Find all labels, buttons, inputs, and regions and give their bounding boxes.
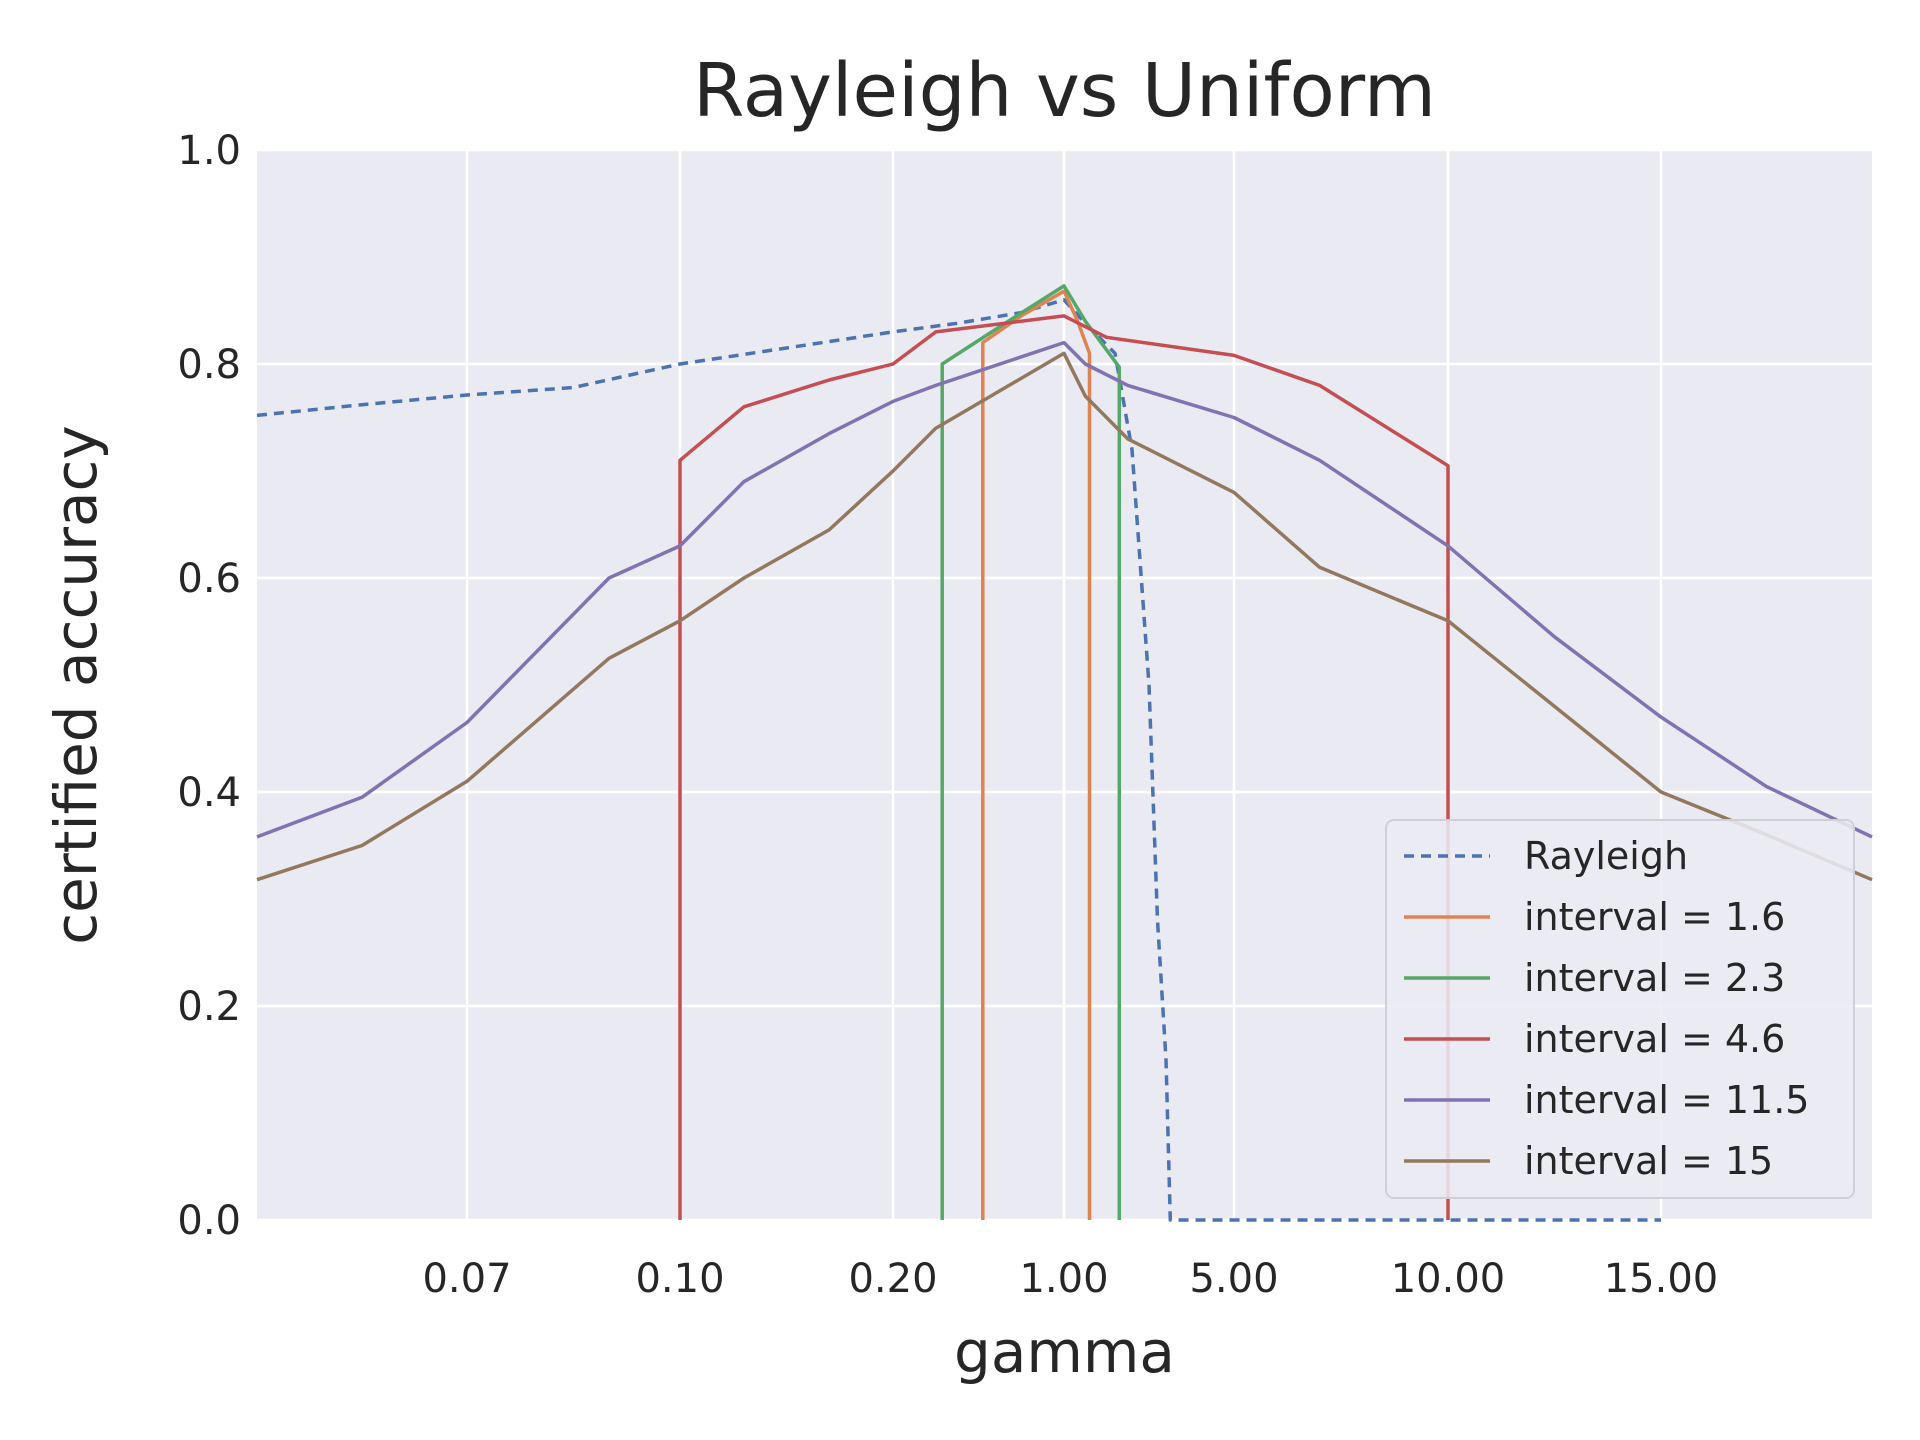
y-tick-label: 0.4: [177, 770, 241, 816]
y-axis-label: certified accuracy: [42, 425, 110, 944]
legend: Rayleigh interval = 1.6 interval = 2.3 inte…: [1385, 819, 1855, 1199]
plot-area: 0.0 0.2 0.4 0.6 0.8 1.0 0.07 0.10 0.20 1.00 5.00 10…: [177, 128, 1873, 1302]
y-tick-label: 0.6: [177, 556, 241, 602]
legend-label-3: interval = 4.6: [1524, 1017, 1785, 1061]
x-tick-label: 15.00: [1604, 1256, 1719, 1302]
series-line-2: [940, 284, 1122, 1220]
x-tick-label: 1.00: [1019, 1256, 1108, 1302]
x-tick-label: 0.10: [635, 1256, 724, 1302]
legend-label-4: interval = 11.5: [1524, 1078, 1809, 1122]
chart-title: Rayleigh vs Uniform: [693, 48, 1436, 134]
x-tick-label: 0.07: [422, 1256, 511, 1302]
legend-label-2: interval = 2.3: [1524, 956, 1785, 1000]
series-line-1: [981, 289, 1092, 1220]
legend-box: [1385, 819, 1855, 1199]
series-line-0: [256, 298, 1661, 1222]
legend-label-5: interval = 15: [1524, 1139, 1773, 1183]
series-line-5: [256, 351, 1873, 882]
y-tick-label: 0.2: [177, 984, 241, 1030]
legend-label-0: Rayleigh: [1524, 834, 1688, 878]
series-line-3: [678, 314, 1450, 1220]
x-tick-label: 0.20: [848, 1256, 937, 1302]
y-tick-label: 0.8: [177, 342, 241, 388]
x-axis-label: gamma: [954, 1318, 1175, 1386]
legend-label-1: interval = 1.6: [1524, 895, 1785, 939]
series-line-4: [256, 340, 1873, 839]
y-tick-label: 0.0: [177, 1198, 241, 1244]
x-tick-label: 10.00: [1391, 1256, 1506, 1302]
y-tick-label: 1.0: [177, 128, 241, 174]
x-tick-label: 5.00: [1189, 1256, 1278, 1302]
